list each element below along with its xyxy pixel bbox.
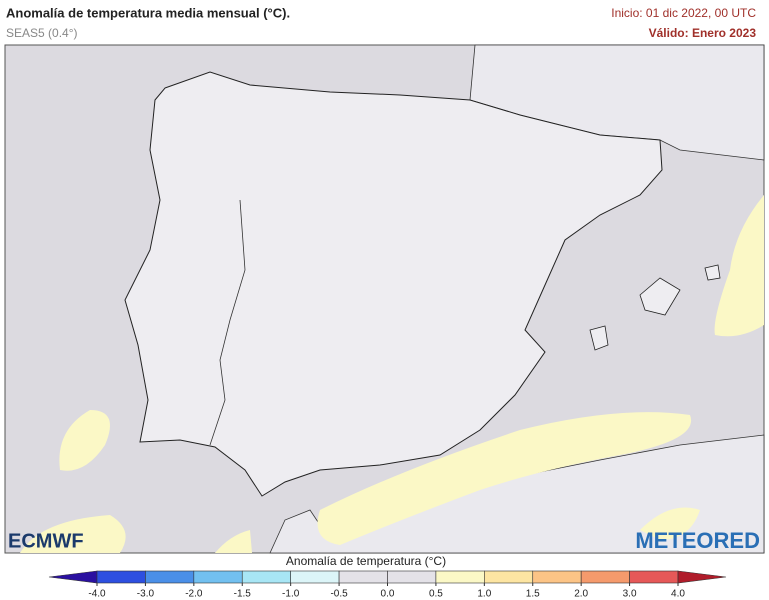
colorbar-tick-label: 3.0 (623, 589, 637, 600)
colorbar-tick-label: -3.0 (137, 589, 155, 600)
title: Anomalía de temperatura media mensual (°… (6, 5, 290, 20)
colorbar-segment (629, 570, 679, 584)
colorbar-tick-label: -2.0 (185, 589, 203, 600)
colorbar: -4.0 -3.0 -2.0 -1.5 -1.0 -0.5 0.0 0.5 1.0 1.5 2.0 3… (48, 570, 727, 600)
colorbar-segment (435, 570, 485, 584)
colorbar-tick-label: 1.5 (526, 589, 540, 600)
colorbar-title: Anomalía de temperatura (°C) (286, 554, 446, 568)
colorbar-segment (193, 570, 243, 584)
colorbar-segment (484, 570, 534, 584)
colorbar-tick-label: -4.0 (88, 589, 106, 600)
colorbar-tick-label: -1.0 (282, 589, 300, 600)
colorbar-tick-label: 0.5 (429, 589, 443, 600)
colorbar-segment (290, 570, 340, 584)
colorbar-tick-label: -0.5 (330, 589, 348, 600)
valid-time: Válido: Enero 2023 (649, 26, 757, 40)
colorbar-segment (387, 570, 437, 584)
colorbar-tick-label: 1.0 (477, 589, 491, 600)
map (4, 44, 765, 554)
ecmwf-logo: ECMWF (8, 530, 84, 552)
colorbar-end-high (677, 570, 727, 584)
colorbar-end-low (48, 570, 98, 584)
colorbar-segment (338, 570, 388, 584)
colorbar-tick-label: 4.0 (671, 589, 685, 600)
colorbar-segment (532, 570, 582, 584)
colorbar-tick-label: 2.0 (574, 589, 588, 600)
colorbar-segment (580, 570, 630, 584)
colorbar-segment (96, 570, 146, 584)
meteored-logo: METEORED (635, 528, 760, 553)
colorbar-segment (241, 570, 291, 584)
colorbar-tick-label: 0.0 (381, 589, 395, 600)
colorbar-tick-label: -1.5 (234, 589, 252, 600)
colorbar-segment (145, 570, 195, 584)
init-time: Inicio: 01 dic 2022, 00 UTC (611, 6, 756, 20)
subtitle: SEAS5 (0.4°) (6, 26, 78, 40)
